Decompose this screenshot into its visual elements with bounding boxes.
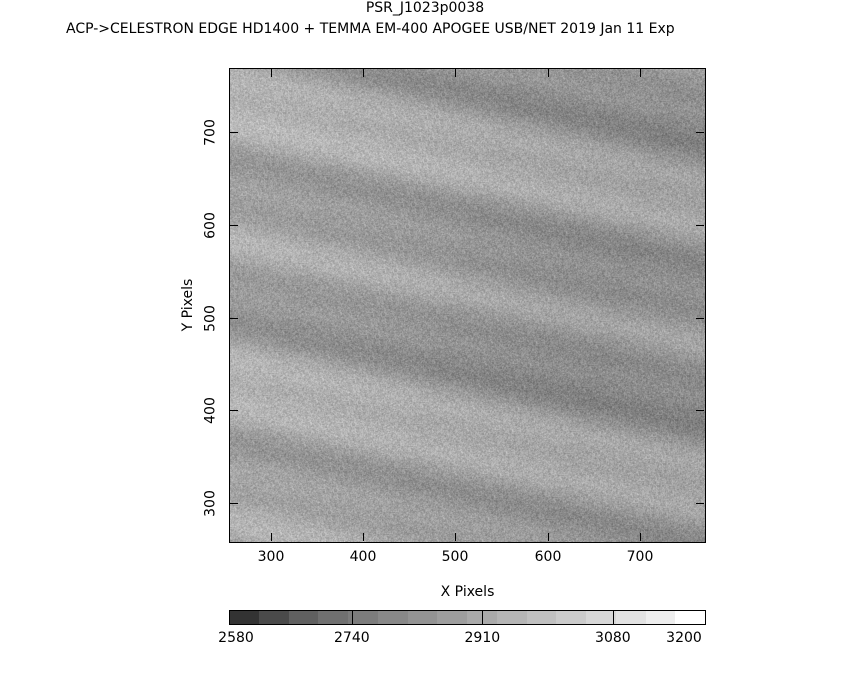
colorbar-step — [377, 610, 408, 624]
colorbar — [229, 610, 705, 624]
colorbar-tick — [482, 610, 483, 624]
y-tick-right — [696, 318, 704, 319]
x-tick-top — [455, 69, 456, 77]
x-tick-bottom — [548, 533, 549, 541]
x-tick-label: 400 — [349, 549, 377, 565]
colorbar-step — [407, 610, 438, 624]
sky-image — [229, 68, 705, 542]
y-tick-label: 300 — [202, 490, 219, 517]
colorbar-step — [318, 610, 348, 624]
plot-frame — [229, 68, 706, 543]
colorbar-tick-label: 3080 — [595, 630, 631, 646]
y-axis-label: Y Pixels — [180, 278, 196, 332]
y-tick-left — [230, 503, 238, 504]
colorbar-step — [556, 610, 586, 624]
x-tick-top — [640, 69, 641, 77]
y-tick-label: 500 — [202, 305, 219, 332]
x-tick-label: 500 — [441, 549, 469, 565]
colorbar-tick-label: 2740 — [334, 630, 370, 646]
y-tick-right — [696, 503, 704, 504]
x-tick-label: 700 — [626, 549, 654, 565]
x-axis-label: X Pixels — [440, 584, 495, 600]
colorbar-step — [467, 610, 497, 624]
x-tick-bottom — [271, 533, 272, 541]
chart-title: PSR_J1023p0038 — [365, 0, 485, 16]
colorbar-tick-label: 2580 — [218, 630, 254, 646]
x-tick-top — [271, 69, 272, 77]
colorbar-frame — [229, 610, 706, 625]
colorbar-step — [586, 610, 616, 624]
y-tick-label: 400 — [202, 397, 219, 424]
y-tick-left — [230, 410, 238, 411]
colorbar-step — [645, 610, 676, 624]
x-tick-bottom — [640, 533, 641, 541]
colorbar-step — [496, 610, 527, 624]
y-tick-right — [696, 410, 704, 411]
y-tick-left — [230, 225, 238, 226]
colorbar-step — [288, 610, 319, 624]
colorbar-step — [258, 610, 289, 624]
colorbar-step — [437, 610, 467, 624]
y-tick-left — [230, 132, 238, 133]
x-tick-label: 300 — [257, 549, 285, 565]
y-tick-right — [696, 225, 704, 226]
x-tick-bottom — [363, 533, 364, 541]
colorbar-tick — [613, 610, 614, 624]
colorbar-step — [348, 610, 378, 624]
y-tick-left — [230, 318, 238, 319]
colorbar-step — [526, 610, 557, 624]
chart-subtitle: ACP->CELESTRON EDGE HD1400 + TEMMA EM-40… — [66, 21, 675, 37]
y-tick-label: 700 — [202, 119, 219, 146]
colorbar-tick-label: 3200 — [666, 630, 702, 646]
colorbar-tick-label: 2910 — [464, 630, 501, 646]
colorbar-tick — [352, 610, 353, 624]
y-tick-right — [696, 132, 704, 133]
x-tick-top — [548, 69, 549, 77]
image-plot-area — [229, 68, 705, 542]
colorbar-step — [615, 610, 646, 624]
x-tick-top — [363, 69, 364, 77]
colorbar-step — [675, 610, 705, 624]
x-tick-bottom — [455, 533, 456, 541]
colorbar-step — [229, 610, 259, 624]
x-tick-label: 600 — [534, 549, 562, 565]
y-tick-label: 600 — [202, 212, 219, 239]
